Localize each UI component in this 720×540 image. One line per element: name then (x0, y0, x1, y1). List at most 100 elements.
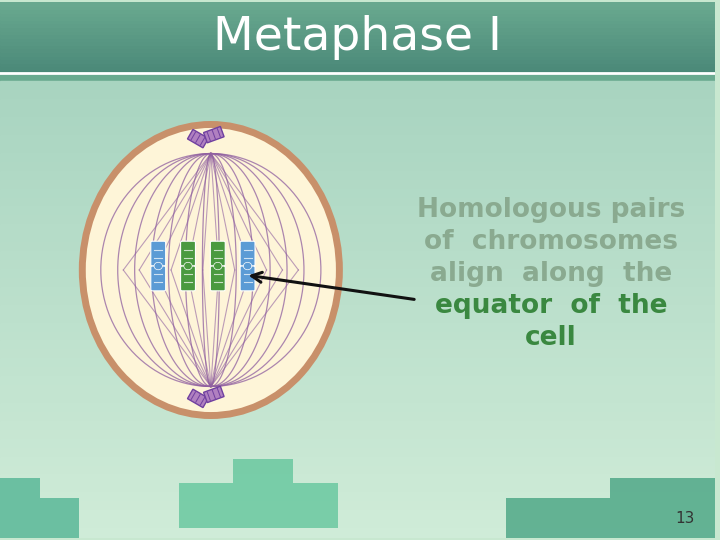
Bar (0, 501, 715, 511)
Bar (0, 457, 715, 467)
Bar (0, 72, 715, 83)
Bar (0, 4, 715, 9)
Bar (0, 37, 715, 41)
Bar (0, 65, 715, 70)
Bar (0, 153, 715, 163)
Bar (0, 465, 715, 476)
Text: 13: 13 (675, 511, 695, 526)
Bar (0, 376, 715, 386)
Ellipse shape (214, 262, 222, 270)
Bar (0, 90, 715, 100)
Bar (0, 430, 715, 440)
Bar (0, 108, 715, 118)
Bar (0, 224, 715, 234)
Bar (0, 64, 715, 73)
Bar (0, 8, 715, 13)
Polygon shape (204, 386, 224, 403)
Ellipse shape (86, 128, 336, 412)
Bar (0, 62, 715, 66)
Bar (0, 126, 715, 136)
Bar (0, 51, 715, 56)
Bar (0, 269, 715, 279)
Polygon shape (506, 478, 715, 538)
Bar (0, 519, 715, 529)
Bar (0, 82, 715, 91)
Ellipse shape (184, 262, 192, 270)
Bar (0, 46, 715, 56)
Bar (0, 349, 715, 359)
Bar (0, 19, 715, 23)
Ellipse shape (154, 262, 163, 270)
Text: equator  of  the: equator of the (435, 293, 667, 319)
Bar (0, 322, 715, 333)
Text: align  along  the: align along the (430, 261, 672, 287)
Bar (0, 448, 715, 457)
Ellipse shape (243, 262, 252, 270)
Bar (0, 394, 715, 404)
Bar (0, 10, 715, 20)
FancyBboxPatch shape (240, 266, 255, 291)
Bar (0, 144, 715, 154)
Bar (0, 314, 715, 323)
Bar (0, 99, 715, 109)
Polygon shape (204, 126, 224, 143)
Polygon shape (187, 389, 208, 408)
Bar (0, 385, 715, 395)
Bar (0, 305, 715, 315)
FancyBboxPatch shape (210, 266, 225, 291)
Bar (0, 15, 715, 20)
Bar (0, 40, 715, 45)
Bar (0, 251, 715, 261)
FancyBboxPatch shape (240, 241, 255, 266)
FancyBboxPatch shape (150, 241, 166, 266)
Bar (0, 19, 715, 29)
Text: cell: cell (525, 325, 577, 350)
Bar (0, 296, 715, 306)
Bar (0, 287, 715, 297)
Text: of  chromosomes: of chromosomes (424, 229, 678, 255)
Text: Homologous pairs: Homologous pairs (417, 198, 685, 224)
Bar (0, 412, 715, 422)
Bar (0, 28, 715, 38)
Bar (0, 359, 715, 368)
Bar (0, 162, 715, 172)
Bar (0, 37, 715, 46)
Bar (0, 215, 715, 225)
Bar (0, 58, 715, 63)
Bar (0, 206, 715, 217)
Bar (0, 69, 715, 73)
Polygon shape (0, 478, 79, 538)
Bar (0, 528, 715, 538)
Bar (0, 403, 715, 413)
Bar (0, 55, 715, 59)
Bar (0, 44, 715, 49)
Bar (0, 30, 715, 34)
Polygon shape (187, 130, 208, 148)
Bar (0, 180, 715, 190)
Bar (0, 510, 715, 520)
Bar (0, 55, 715, 64)
FancyBboxPatch shape (181, 266, 195, 291)
Bar (0, 48, 715, 52)
Bar (0, 492, 715, 502)
Bar (0, 135, 715, 145)
Bar (0, 1, 715, 5)
Bar (0, 278, 715, 288)
Bar (0, 1, 715, 11)
Bar (0, 483, 715, 494)
FancyBboxPatch shape (181, 241, 195, 266)
Bar (0, 332, 715, 341)
Bar (0, 117, 715, 127)
Ellipse shape (78, 121, 343, 419)
Bar (0, 33, 715, 38)
Bar (0, 367, 715, 377)
Bar (0, 171, 715, 181)
Text: Metaphase I: Metaphase I (213, 15, 502, 60)
Bar (0, 242, 715, 252)
Polygon shape (179, 458, 338, 528)
Bar (0, 260, 715, 270)
Bar (0, 26, 715, 31)
FancyBboxPatch shape (210, 241, 225, 266)
Bar (0, 12, 715, 16)
Bar (0, 439, 715, 449)
